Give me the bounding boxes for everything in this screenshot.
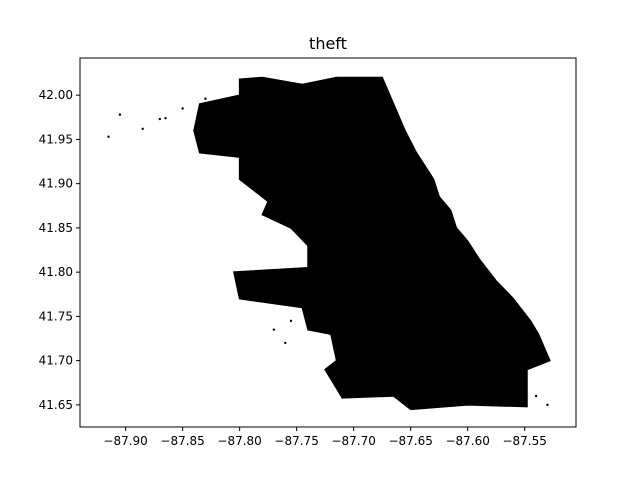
y-tick-label: 41.80: [39, 265, 73, 279]
y-tick-label: 41.70: [39, 354, 73, 368]
scatter-point: [460, 385, 464, 389]
scatter-point: [204, 97, 207, 100]
chart-title: theft: [309, 34, 347, 53]
y-tick-label: 42.00: [39, 88, 73, 102]
y-axis: 41.65 41.70 41.75 41.80 41.85 41.90 41.95 42.00: [39, 88, 80, 412]
scatter-point: [284, 341, 287, 345]
x-tick-label: −87.55: [502, 434, 546, 448]
scatter-point: [272, 328, 276, 331]
scatter-point: [546, 403, 549, 407]
x-tick-label: −87.80: [217, 434, 261, 448]
scatter-point: [489, 377, 492, 380]
x-axis: −87.90 −87.85 −87.80 −87.75 −87.70 −87.65 −87.…: [103, 427, 547, 448]
x-tick-label: −87.65: [388, 434, 432, 448]
y-tick-label: 41.65: [39, 398, 73, 412]
x-tick-label: −87.90: [103, 434, 147, 448]
scatter-point: [181, 107, 184, 110]
scatter-point-mass: [193, 76, 551, 411]
y-tick-label: 41.75: [39, 309, 73, 323]
y-tick-label: 41.90: [39, 177, 73, 191]
x-tick-label: −87.70: [331, 434, 375, 448]
y-tick-label: 41.85: [39, 221, 73, 235]
scatter-point: [118, 113, 122, 116]
scatter-point: [472, 372, 475, 376]
scatter-point: [158, 117, 162, 121]
scatter-point: [164, 116, 167, 120]
x-tick-label: −87.85: [160, 434, 204, 448]
x-tick-label: −87.75: [274, 434, 318, 448]
scatter-point: [107, 135, 110, 138]
scatter-point: [534, 394, 538, 398]
y-tick-label: 41.95: [39, 132, 73, 146]
scatter-point: [483, 385, 486, 389]
scatter-point: [289, 319, 293, 323]
scatter-points: [193, 76, 551, 411]
plot-area-frame: [79, 57, 577, 428]
outlier-points: [107, 97, 549, 407]
x-tick-label: −87.60: [445, 434, 489, 448]
scatter-point: [141, 127, 144, 130]
